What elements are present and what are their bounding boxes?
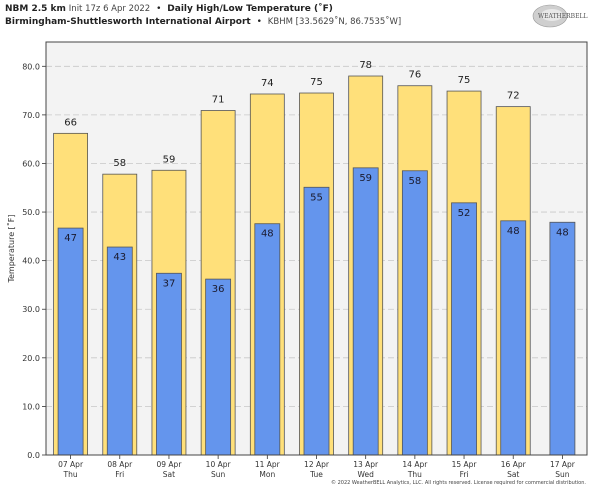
separator: • xyxy=(256,17,262,27)
station-name: Birmingham-Shuttlesworth International A… xyxy=(5,17,251,27)
x-tick-date: 13 Apr xyxy=(353,460,379,469)
low-label: 43 xyxy=(113,252,126,263)
low-label: 48 xyxy=(507,226,520,237)
x-tick-date: 10 Apr xyxy=(206,460,232,469)
y-tick-label: 60.0 xyxy=(22,159,40,168)
low-bar xyxy=(352,167,379,456)
svg-text:WEATHERBELL: WEATHERBELL xyxy=(538,13,587,20)
chart-title: Daily High/Low Temperature (˚F) xyxy=(167,4,333,14)
high-label: 58 xyxy=(113,158,126,169)
x-tick-day: Tue xyxy=(309,470,323,479)
low-bar xyxy=(156,272,182,456)
low-label: 55 xyxy=(310,192,323,203)
x-tick-day: Mon xyxy=(259,470,275,479)
x-tick-day: Wed xyxy=(358,470,375,479)
high-label: 76 xyxy=(408,70,421,81)
low-bar xyxy=(451,202,477,456)
low-label: 58 xyxy=(408,176,421,187)
low-label: 52 xyxy=(458,208,471,219)
low-label: 48 xyxy=(261,229,274,240)
model-name: NBM 2.5 km xyxy=(5,4,66,14)
high-label: 59 xyxy=(163,154,176,165)
low-bar xyxy=(401,170,428,456)
station-info: KBHM [33.5629˚N, 86.7535˚W] xyxy=(267,17,402,27)
low-label: 37 xyxy=(163,278,176,289)
x-tick-date: 11 Apr xyxy=(255,460,281,469)
weatherbell-logo: WEATHERBELL xyxy=(532,4,587,28)
low-bar xyxy=(106,246,133,456)
high-label: 78 xyxy=(359,60,372,71)
high-label: 66 xyxy=(64,117,77,128)
low-label: 47 xyxy=(64,233,77,244)
high-label: 71 xyxy=(212,95,225,106)
init-time: Init 17z 6 Apr 2022 xyxy=(68,4,151,14)
low-label: 36 xyxy=(212,284,225,295)
separator: • xyxy=(156,4,162,14)
plot-border xyxy=(45,41,588,456)
y-axis-label: Temperature [˚F] xyxy=(6,214,16,283)
high-label: 72 xyxy=(507,91,520,102)
x-tick-day: Fri xyxy=(460,470,469,479)
x-tick-date: 07 Apr xyxy=(58,460,84,469)
x-tick-day: Sun xyxy=(211,470,226,479)
low-bar xyxy=(549,221,576,456)
low-bar xyxy=(57,227,84,456)
y-tick-label: 40.0 xyxy=(22,257,40,266)
x-tick-date: 08 Apr xyxy=(107,460,133,469)
x-tick-date: 15 Apr xyxy=(452,460,478,469)
copyright-notice: © 2022 WeatherBELL Analytics, LLC. All r… xyxy=(331,480,586,486)
y-tick-label: 80.0 xyxy=(22,62,40,71)
y-tick-label: 50.0 xyxy=(22,208,40,217)
low-bar xyxy=(205,278,232,456)
y-tick-label: 20.0 xyxy=(22,354,40,363)
low-bar xyxy=(500,220,527,456)
x-tick-date: 09 Apr xyxy=(157,460,183,469)
high-label: 74 xyxy=(261,78,274,89)
x-tick-day: Thu xyxy=(407,470,422,479)
station-line: Birmingham-Shuttlesworth International A… xyxy=(5,17,401,27)
x-tick-day: Fri xyxy=(115,470,124,479)
x-tick-day: Sat xyxy=(163,470,175,479)
x-tick-date: 12 Apr xyxy=(304,460,330,469)
low-label: 59 xyxy=(359,173,372,184)
x-tick-date: 16 Apr xyxy=(501,460,527,469)
y-tick-label: 30.0 xyxy=(22,305,40,314)
low-label: 48 xyxy=(556,227,569,238)
x-tick-date: 17 Apr xyxy=(550,460,576,469)
x-tick-date: 14 Apr xyxy=(402,460,428,469)
y-tick-label: 70.0 xyxy=(22,111,40,120)
x-tick-day: Thu xyxy=(63,470,78,479)
y-tick-label: 0.0 xyxy=(27,451,40,460)
y-tick-label: 10.0 xyxy=(22,402,40,411)
low-bar xyxy=(303,186,330,456)
high-label: 75 xyxy=(310,77,323,88)
high-label: 75 xyxy=(458,75,471,86)
chart-title-line: NBM 2.5 km Init 17z 6 Apr 2022 • Daily H… xyxy=(5,4,333,14)
x-tick-day: Sun xyxy=(555,470,570,479)
low-bar xyxy=(254,223,281,456)
x-tick-day: Sat xyxy=(507,470,519,479)
